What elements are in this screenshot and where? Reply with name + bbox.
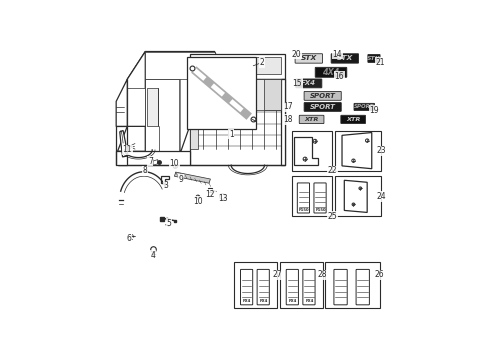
Text: 7: 7 — [147, 157, 152, 166]
Bar — [292, 131, 332, 171]
Text: 23: 23 — [375, 146, 385, 155]
Text: 2: 2 — [259, 58, 264, 67]
Polygon shape — [189, 79, 198, 149]
FancyBboxPatch shape — [294, 54, 322, 63]
Text: 9: 9 — [179, 175, 183, 184]
Text: FX4: FX4 — [305, 299, 313, 303]
Text: XTR: XTR — [304, 117, 318, 122]
Text: 5: 5 — [166, 219, 171, 228]
FancyBboxPatch shape — [299, 115, 323, 123]
Text: SPORT: SPORT — [309, 93, 335, 99]
Polygon shape — [264, 79, 281, 110]
Bar — [334, 131, 380, 171]
Text: 11: 11 — [122, 145, 132, 154]
Polygon shape — [117, 126, 145, 151]
Text: 14: 14 — [332, 50, 342, 59]
Polygon shape — [116, 79, 127, 126]
Text: 8: 8 — [142, 166, 147, 175]
Polygon shape — [137, 57, 214, 79]
Polygon shape — [236, 79, 281, 110]
Text: STX: STX — [366, 56, 380, 61]
Text: 19: 19 — [368, 106, 378, 115]
Text: 12: 12 — [205, 190, 215, 199]
FancyBboxPatch shape — [340, 115, 365, 123]
Polygon shape — [146, 87, 158, 126]
Text: 15: 15 — [292, 79, 302, 88]
FancyBboxPatch shape — [330, 54, 358, 63]
Text: 4X4: 4X4 — [322, 68, 339, 77]
Text: 21: 21 — [375, 58, 385, 67]
Text: 27: 27 — [272, 270, 281, 279]
Bar — [292, 176, 332, 216]
Bar — [334, 176, 380, 216]
Text: 4: 4 — [150, 251, 155, 260]
Polygon shape — [180, 54, 189, 154]
Text: XTR: XTR — [346, 117, 360, 122]
Text: SPORT: SPORT — [353, 104, 374, 109]
Text: 22: 22 — [327, 166, 336, 175]
Text: SPORT: SPORT — [309, 104, 335, 110]
Text: FX4: FX4 — [259, 299, 267, 303]
FancyBboxPatch shape — [353, 103, 374, 111]
Polygon shape — [127, 51, 145, 126]
Text: F150: F150 — [298, 207, 308, 212]
Text: F150: F150 — [315, 207, 325, 212]
Polygon shape — [145, 51, 214, 79]
Text: 10: 10 — [193, 197, 203, 206]
Polygon shape — [153, 159, 158, 165]
Polygon shape — [127, 51, 226, 79]
Text: 16: 16 — [334, 72, 344, 81]
Text: STX: STX — [336, 55, 352, 62]
Text: 24: 24 — [375, 192, 385, 201]
Polygon shape — [198, 57, 281, 74]
FancyBboxPatch shape — [315, 67, 346, 77]
Text: FX4: FX4 — [243, 299, 251, 303]
Text: 1: 1 — [228, 130, 233, 139]
Bar — [233, 262, 276, 308]
Polygon shape — [127, 87, 145, 126]
Text: 3: 3 — [163, 181, 168, 190]
Polygon shape — [174, 172, 210, 183]
FancyBboxPatch shape — [304, 91, 341, 100]
Bar — [279, 262, 322, 308]
Text: 28: 28 — [317, 270, 327, 279]
Polygon shape — [117, 115, 123, 121]
Polygon shape — [117, 151, 189, 165]
Polygon shape — [189, 79, 285, 165]
Polygon shape — [294, 136, 317, 165]
Text: 10: 10 — [169, 159, 179, 168]
Text: 26: 26 — [374, 270, 384, 279]
Text: 6: 6 — [126, 234, 131, 243]
Text: 18: 18 — [283, 115, 292, 124]
Polygon shape — [344, 180, 366, 212]
FancyBboxPatch shape — [304, 103, 341, 111]
FancyBboxPatch shape — [367, 54, 379, 63]
Text: 17: 17 — [283, 103, 292, 112]
Text: 20: 20 — [291, 50, 301, 59]
Text: STX: STX — [300, 55, 316, 62]
Polygon shape — [116, 151, 127, 165]
FancyBboxPatch shape — [295, 79, 321, 88]
Polygon shape — [341, 132, 371, 169]
Bar — [186, 57, 256, 129]
Text: FX4: FX4 — [301, 80, 316, 86]
Polygon shape — [281, 79, 285, 165]
Text: 25: 25 — [327, 212, 337, 221]
Polygon shape — [160, 176, 168, 183]
Polygon shape — [189, 54, 285, 79]
Polygon shape — [120, 131, 127, 157]
Bar — [325, 262, 379, 308]
Text: FX4: FX4 — [288, 299, 296, 303]
Text: 13: 13 — [218, 194, 227, 203]
